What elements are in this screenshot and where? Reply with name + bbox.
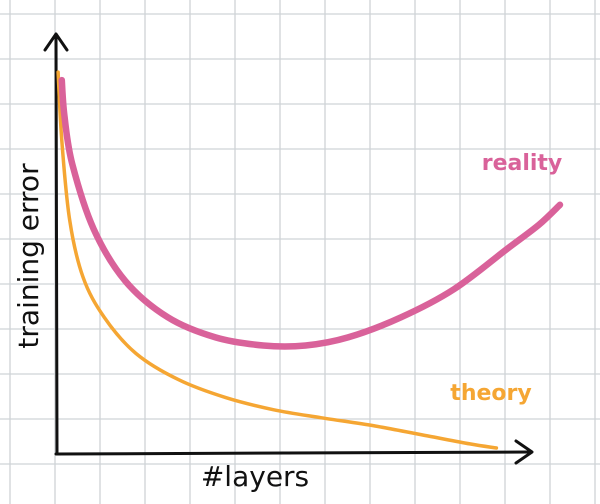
series-group [56, 70, 564, 450]
x-axis-arrowhead [514, 439, 534, 465]
series-line-reality [58, 76, 564, 350]
y-axis-arrowhead [43, 32, 69, 52]
y-axis-title: training error [12, 163, 45, 349]
x-axis [54, 450, 532, 456]
series-line-theory [56, 70, 499, 450]
series-label-reality: reality [482, 151, 563, 176]
axes [43, 32, 534, 465]
series-label-theory: theory [450, 381, 531, 406]
y-axis [54, 34, 59, 456]
x-axis-title: #layers [201, 460, 309, 493]
